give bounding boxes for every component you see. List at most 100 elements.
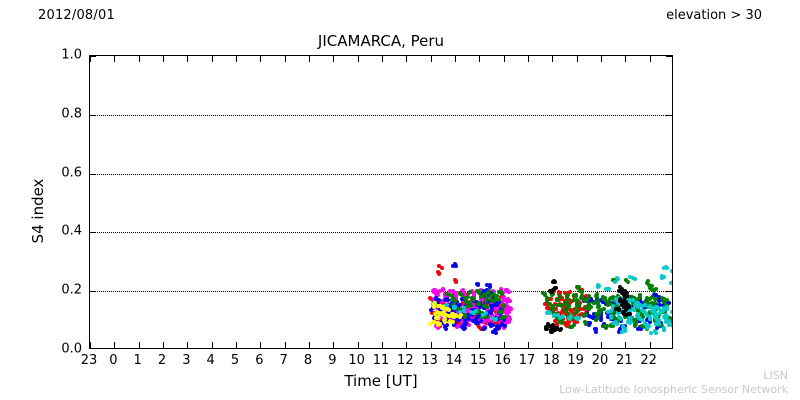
scatter-point: [462, 327, 467, 332]
scatter-point: [462, 290, 467, 295]
scatter-point: [502, 323, 507, 328]
x-axis-tick: [260, 56, 262, 62]
scatter-point: [461, 287, 466, 292]
scatter-point: [619, 286, 624, 291]
scatter-point: [654, 325, 659, 330]
scatter-point: [465, 308, 470, 313]
scatter-point: [596, 285, 601, 290]
scatter-point: [547, 323, 552, 328]
scatter-point: [495, 324, 500, 329]
scatter-point: [433, 300, 438, 305]
scatter-point: [582, 298, 587, 303]
scatter-point: [467, 299, 472, 304]
scatter-point: [613, 298, 618, 303]
scatter-point: [586, 313, 591, 318]
scatter-point: [451, 317, 456, 322]
x-tick-label: 8: [303, 353, 313, 368]
scatter-point: [553, 280, 558, 285]
scatter-point: [444, 312, 449, 317]
scatter-point: [635, 297, 640, 302]
scatter-point: [458, 313, 463, 318]
scatter-point: [456, 322, 461, 327]
scatter-point: [477, 288, 482, 293]
scatter-point: [454, 263, 459, 268]
scatter-point: [493, 328, 498, 333]
scatter-point: [563, 322, 568, 327]
scatter-point: [460, 314, 465, 319]
gridline: [90, 173, 672, 175]
scatter-point: [667, 315, 672, 320]
scatter-point: [491, 303, 496, 308]
scatter-point: [608, 316, 613, 321]
scatter-point: [449, 293, 454, 298]
scatter-point: [550, 288, 555, 293]
scatter-point: [592, 326, 597, 331]
x-tick-label: 13: [421, 353, 438, 368]
x-tick-label: 17: [518, 353, 536, 368]
scatter-point: [670, 270, 672, 275]
x-axis-tick: [382, 342, 383, 348]
scatter-point: [479, 290, 484, 295]
scatter-point: [630, 297, 635, 302]
scatter-point: [470, 308, 475, 313]
scatter-point: [598, 317, 603, 322]
x-axis-tick: [649, 56, 651, 62]
x-axis-tick: [479, 56, 481, 62]
scatter-point: [576, 304, 581, 309]
y-tick-label: 0.6: [61, 165, 82, 181]
scatter-point: [584, 311, 589, 316]
scatter-point: [604, 324, 609, 329]
scatter-point: [498, 315, 503, 320]
x-axis-tick: [357, 342, 359, 348]
scatter-point: [475, 306, 480, 311]
scatter-point: [442, 316, 447, 321]
scatter-point: [482, 298, 486, 303]
scatter-point: [564, 295, 569, 300]
scatter-point: [664, 319, 669, 324]
scatter-point: [488, 322, 493, 327]
scatter-point: [443, 320, 448, 325]
scatter-point: [494, 321, 499, 326]
x-axis-tick: [309, 56, 310, 62]
gridline: [90, 291, 672, 293]
scatter-point: [462, 293, 467, 298]
scatter-point: [503, 309, 508, 314]
scatter-point: [650, 311, 655, 316]
scatter-point: [626, 302, 631, 307]
scatter-point: [640, 303, 645, 308]
x-axis-tick: [357, 56, 359, 62]
scatter-point: [465, 304, 470, 309]
scatter-point: [651, 302, 656, 307]
scatter-point: [498, 289, 503, 294]
scatter-point: [440, 305, 445, 310]
scatter-point: [573, 310, 578, 315]
scatter-point: [499, 308, 504, 313]
scatter-point: [671, 324, 672, 329]
scatter-point: [640, 312, 645, 317]
scatter-point: [603, 295, 608, 300]
scatter-point: [640, 318, 645, 323]
scatter-point: [625, 290, 630, 295]
scatter-point: [657, 299, 662, 304]
scatter-point: [563, 309, 568, 314]
scatter-point: [448, 319, 453, 324]
scatter-point: [463, 314, 468, 319]
scatter-point: [488, 311, 493, 316]
x-axis-tick: [138, 56, 140, 62]
x-axis-tick: [406, 342, 408, 348]
scatter-point: [653, 296, 658, 301]
scatter-point: [548, 297, 553, 302]
scatter-point: [559, 304, 564, 309]
scatter-point: [465, 312, 470, 317]
scatter-point: [643, 302, 648, 307]
x-axis-tick: [187, 56, 189, 62]
scatter-point: [469, 288, 474, 293]
scatter-point: [434, 309, 439, 314]
scatter-point: [583, 306, 588, 311]
elevation-filter-annotation: elevation > 30: [666, 8, 762, 23]
scatter-point: [615, 319, 620, 324]
scatter-point: [485, 282, 490, 287]
scatter-point: [550, 279, 555, 284]
scatter-point: [580, 290, 585, 295]
scatter-point: [461, 308, 466, 313]
